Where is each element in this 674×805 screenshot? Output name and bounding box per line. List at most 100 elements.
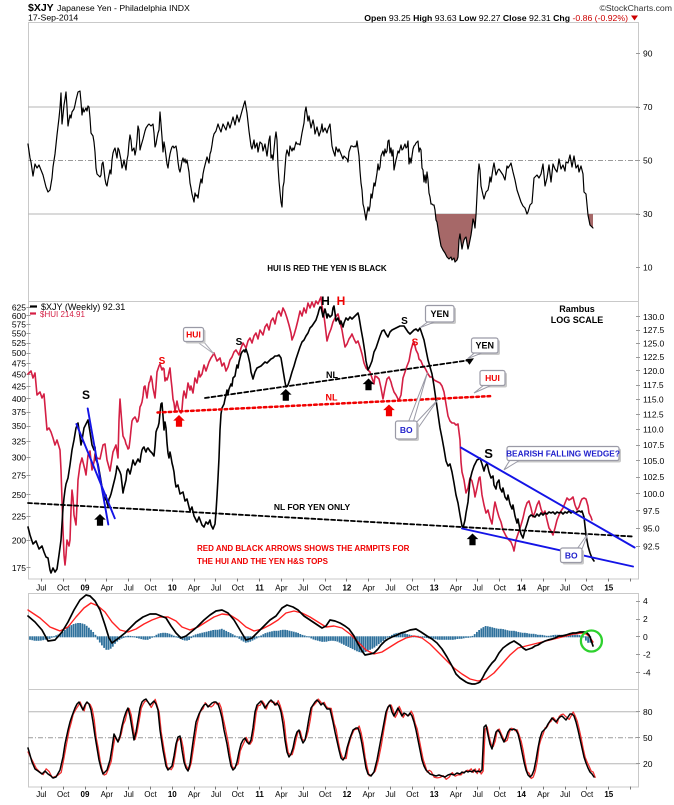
- svg-text:Apr: Apr: [275, 584, 288, 593]
- svg-text:130.0: 130.0: [643, 312, 665, 322]
- svg-text:112.5: 112.5: [643, 409, 664, 419]
- svg-text:500: 500: [12, 348, 26, 358]
- svg-text:120.0: 120.0: [643, 366, 665, 376]
- svg-text:Japanese Yen - Philadelphia IN: Japanese Yen - Philadelphia INDX: [57, 3, 190, 13]
- svg-text:225: 225: [12, 512, 26, 522]
- svg-text:105.0: 105.0: [643, 456, 665, 466]
- svg-text:11: 11: [255, 584, 264, 593]
- svg-text:122.5: 122.5: [643, 352, 665, 362]
- svg-text:Jul: Jul: [124, 584, 134, 593]
- svg-text:Oct: Oct: [581, 790, 594, 799]
- svg-text:97.5: 97.5: [643, 506, 660, 516]
- svg-text:475: 475: [12, 359, 26, 369]
- svg-text:Apr: Apr: [450, 790, 463, 799]
- svg-text:15: 15: [604, 584, 613, 593]
- svg-text:600: 600: [12, 311, 26, 321]
- svg-text:$HUI 214.91: $HUI 214.91: [40, 310, 85, 319]
- svg-text:Jul: Jul: [560, 584, 570, 593]
- svg-text:S: S: [236, 337, 243, 348]
- svg-text:4: 4: [643, 596, 648, 606]
- svg-text:©StockCharts.com: ©StockCharts.com: [599, 3, 672, 13]
- svg-text:Apr: Apr: [362, 584, 375, 593]
- svg-text:107.5: 107.5: [643, 440, 665, 450]
- svg-text:09: 09: [81, 790, 90, 799]
- svg-text:H: H: [337, 294, 346, 308]
- svg-text:11: 11: [255, 790, 264, 799]
- svg-text:Jul: Jul: [473, 584, 483, 593]
- svg-text:92.5: 92.5: [643, 541, 660, 551]
- svg-text:S: S: [82, 388, 90, 402]
- svg-text:Open 93.25 High 93.63 Low 92.2: Open 93.25 High 93.63 Low 92.27 Close 92…: [364, 13, 628, 23]
- svg-text:127.5: 127.5: [643, 325, 665, 335]
- svg-text:Jul: Jul: [211, 584, 221, 593]
- svg-text:325: 325: [12, 436, 26, 446]
- svg-text:20: 20: [643, 759, 653, 769]
- svg-text:30: 30: [643, 209, 653, 219]
- svg-text:80: 80: [643, 707, 653, 717]
- svg-text:117.5: 117.5: [643, 380, 664, 390]
- svg-text:Jul: Jul: [560, 790, 570, 799]
- svg-text:Oct: Oct: [319, 790, 332, 799]
- svg-text:BEARISH FALLING WEDGE?: BEARISH FALLING WEDGE?: [506, 449, 620, 459]
- svg-text:Apr: Apr: [188, 584, 201, 593]
- svg-text:BO: BO: [400, 425, 413, 435]
- svg-text:Apr: Apr: [275, 790, 288, 799]
- svg-text:10: 10: [168, 584, 177, 593]
- svg-text:NL FOR YEN ONLY: NL FOR YEN ONLY: [274, 502, 351, 512]
- svg-text:115.0: 115.0: [643, 395, 664, 405]
- svg-text:50: 50: [643, 733, 653, 743]
- svg-text:Oct: Oct: [232, 584, 245, 593]
- svg-text:200: 200: [12, 536, 26, 546]
- svg-text:NL: NL: [326, 393, 338, 403]
- svg-text:14: 14: [517, 584, 526, 593]
- svg-text:50: 50: [643, 156, 653, 166]
- svg-text:95.0: 95.0: [643, 523, 660, 533]
- svg-text:0: 0: [643, 632, 648, 642]
- svg-text:S: S: [159, 356, 166, 367]
- svg-text:12: 12: [342, 790, 351, 799]
- svg-text:Oct: Oct: [581, 584, 594, 593]
- svg-text:Oct: Oct: [144, 790, 157, 799]
- svg-text:Oct: Oct: [493, 584, 506, 593]
- svg-text:Apr: Apr: [101, 790, 114, 799]
- svg-text:H: H: [321, 294, 330, 308]
- svg-text:YEN: YEN: [475, 341, 494, 351]
- svg-text:S: S: [412, 338, 419, 349]
- svg-text:Jul: Jul: [36, 790, 46, 799]
- svg-text:15: 15: [604, 790, 613, 799]
- svg-text:THE HUI AND THE YEN H&S TOPS: THE HUI AND THE YEN H&S TOPS: [197, 557, 329, 566]
- svg-text:250: 250: [12, 490, 26, 500]
- svg-text:Apr: Apr: [450, 584, 463, 593]
- svg-text:Oct: Oct: [232, 790, 245, 799]
- svg-text:Jul: Jul: [385, 790, 395, 799]
- svg-text:90: 90: [643, 49, 653, 59]
- svg-text:Apr: Apr: [188, 790, 201, 799]
- svg-text:Apr: Apr: [101, 584, 114, 593]
- svg-text:70: 70: [643, 102, 653, 112]
- svg-text:Jul: Jul: [36, 584, 46, 593]
- svg-text:300: 300: [12, 453, 26, 463]
- svg-text:13: 13: [430, 790, 439, 799]
- svg-text:575: 575: [12, 320, 26, 330]
- svg-text:RED AND BLACK ARROWS SHOWS THE: RED AND BLACK ARROWS SHOWS THE ARMPITS F…: [197, 544, 410, 553]
- svg-text:350: 350: [12, 421, 26, 431]
- svg-text:Jul: Jul: [298, 790, 308, 799]
- svg-text:-4: -4: [643, 667, 651, 677]
- svg-text:13: 13: [430, 584, 439, 593]
- svg-text:$XJY: $XJY: [28, 2, 54, 14]
- svg-text:100.0: 100.0: [643, 489, 665, 499]
- svg-text:110.0: 110.0: [643, 425, 664, 435]
- svg-text:525: 525: [12, 338, 26, 348]
- svg-text:400: 400: [12, 394, 26, 404]
- svg-text:S: S: [401, 316, 408, 327]
- svg-text:425: 425: [12, 381, 26, 391]
- svg-text:10: 10: [643, 263, 653, 273]
- svg-text:NL: NL: [326, 370, 338, 380]
- svg-text:S: S: [484, 446, 493, 461]
- svg-text:BO: BO: [565, 550, 578, 560]
- svg-text:14: 14: [517, 790, 526, 799]
- svg-text:$XJY (Weekly) 92.31: $XJY (Weekly) 92.31: [41, 302, 125, 312]
- svg-text:Rambus: Rambus: [559, 304, 595, 314]
- svg-text:Jul: Jul: [473, 790, 483, 799]
- svg-text:Oct: Oct: [319, 584, 332, 593]
